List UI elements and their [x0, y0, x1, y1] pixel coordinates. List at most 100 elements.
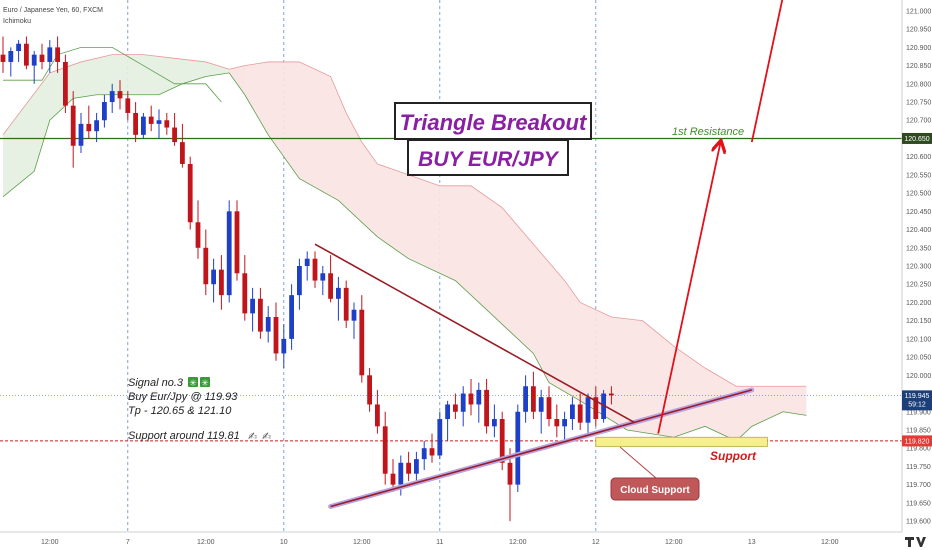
candle-body	[219, 269, 224, 296]
check-icons: ✳ ✳	[188, 377, 210, 389]
support-label: Support	[710, 449, 757, 463]
candle-body	[538, 397, 544, 412]
price-tick-label: 119.600	[906, 519, 931, 526]
candle-body	[125, 98, 131, 113]
candle-body	[484, 389, 489, 427]
tradingview-logo	[902, 533, 932, 550]
candle-body	[172, 127, 177, 143]
candle-body	[585, 397, 591, 423]
candle-body	[273, 317, 279, 354]
price-tick-label: 120.400	[906, 227, 931, 234]
time-tick-label: 10	[280, 539, 288, 546]
target-arrow	[750, 0, 784, 143]
cloud-support-pointer	[619, 446, 657, 479]
subtitle-box[interactable]: BUY EUR/JPY	[407, 139, 569, 176]
candle-body	[367, 375, 372, 405]
support-zone	[595, 436, 768, 447]
time-axis[interactable]: 12:00 7 12:00 10 12:00 11 12:00 12 12:00 13 12:00	[0, 531, 902, 550]
candle-body	[515, 411, 521, 485]
time-tick-label: 12:00	[353, 539, 371, 546]
current-price-text: 119.945	[905, 393, 930, 400]
signal-line-2: Buy Eur/Jpy @ 119.93	[128, 391, 238, 403]
countdown-text: 59:12	[908, 401, 926, 408]
indicator-legend: Ichimoku	[3, 18, 31, 25]
time-axis-bg	[0, 532, 902, 550]
candlesticks	[0, 36, 614, 522]
candle-body	[609, 393, 614, 396]
time-tick-label: 12:00	[197, 539, 215, 546]
time-tick-label: 13	[748, 539, 756, 546]
breakout-arrow	[657, 142, 720, 434]
current-price-badge: 119.945 59:12	[902, 390, 932, 411]
candle-body	[375, 404, 380, 427]
resistance-price-text: 120.650	[904, 136, 929, 143]
price-tick-label: 120.950	[906, 27, 931, 34]
candle-body	[429, 448, 435, 456]
price-tick-label: 119.700	[906, 482, 931, 489]
support-zone-rect	[595, 436, 768, 447]
candle-body	[133, 112, 138, 135]
signal-notes: Signal no.3 ✳ ✳ Buy Eur/Jpy @ 119.93 Tp …	[128, 377, 271, 443]
candle-body	[453, 404, 458, 412]
candle-body	[476, 389, 482, 405]
time-tick-label: 11	[436, 539, 443, 546]
svg-text:✳: ✳	[189, 379, 197, 389]
cloud-support-callout[interactable]: Cloud Support	[610, 477, 700, 501]
time-tick-label: 12	[592, 539, 600, 546]
price-tick-label: 120.600	[906, 154, 931, 161]
candle-body	[281, 338, 287, 354]
price-tick-label: 120.350	[906, 245, 931, 252]
price-tick-label: 120.700	[906, 118, 931, 125]
candle-body	[601, 393, 606, 420]
price-tick-label: 120.900	[906, 45, 931, 52]
signal-line-3: Tp - 120.65 & 121.10	[128, 405, 232, 417]
subtitle-text: BUY EUR/JPY	[418, 148, 560, 171]
candle-body	[359, 309, 365, 376]
candle-body	[390, 473, 396, 485]
candle-body	[195, 222, 201, 248]
title-box[interactable]: Triangle Breakout	[394, 102, 592, 140]
title-text: Triangle Breakout	[400, 110, 588, 135]
candle-body	[499, 419, 505, 463]
time-tick-label: 12:00	[41, 539, 59, 546]
candle-body	[265, 317, 271, 332]
candle-body	[39, 54, 45, 62]
candle-body	[242, 273, 248, 314]
candle-body	[164, 120, 170, 128]
candle-body	[570, 404, 575, 420]
candle-body	[203, 247, 209, 285]
price-tick-label: 120.200	[906, 300, 931, 307]
candle-body	[31, 54, 37, 66]
candle-body	[562, 419, 567, 427]
candle-body	[343, 287, 349, 321]
cloud-support-text: Cloud Support	[620, 485, 690, 496]
candle-body	[47, 47, 53, 62]
candle-body	[258, 298, 263, 332]
candle-body	[289, 295, 294, 339]
price-tick-label: 120.850	[906, 63, 931, 70]
candle-body	[554, 419, 560, 427]
price-tick-label: 120.150	[906, 318, 931, 325]
candle-body	[507, 462, 513, 485]
price-tick-label: 121.000	[906, 8, 931, 15]
price-tick-label: 119.650	[906, 500, 931, 507]
candle-body	[523, 386, 528, 412]
svg-text:✳: ✳	[201, 379, 209, 389]
signal-line-4: Support around 119.81	[128, 430, 240, 442]
candle-body	[351, 309, 357, 321]
time-tick-label: 12:00	[821, 539, 839, 546]
price-tick-label: 119.800	[906, 446, 931, 453]
candle-body	[234, 211, 240, 274]
candle-body	[437, 419, 443, 456]
symbol-legend: Euro / Japanese Yen, 60, FXCM	[3, 7, 103, 14]
candle-body	[546, 397, 552, 420]
price-tick-label: 120.000	[906, 373, 931, 380]
candle-body	[312, 258, 318, 281]
time-tick-label: 12:00	[665, 539, 683, 546]
price-tick-label: 120.450	[906, 209, 931, 216]
triangle-upper-line	[314, 243, 636, 424]
price-axis[interactable]: 121.000 120.950 120.900 120.850 120.800 120.7…	[901, 0, 932, 532]
candle-body	[460, 393, 466, 412]
candle-body	[156, 120, 162, 124]
